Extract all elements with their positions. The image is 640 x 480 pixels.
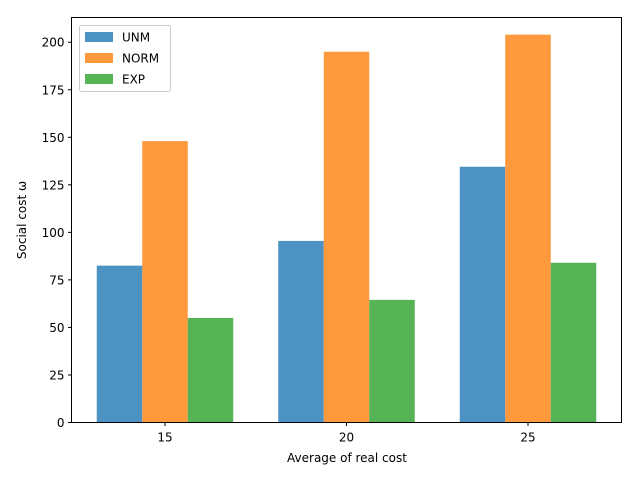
y-axis: 0 25 50 75 100 125 150 175 200 — [42, 36, 72, 430]
x-tick-label: 15 — [157, 431, 172, 445]
y-tick-label: 50 — [49, 321, 64, 335]
bar-exp-25 — [550, 262, 597, 423]
bar-norm-20 — [323, 51, 370, 423]
bar-norm-15 — [142, 141, 188, 423]
bar-unm-25 — [459, 166, 506, 423]
bar-exp-15 — [187, 317, 234, 423]
x-tick-label: 25 — [520, 431, 535, 445]
bar-norm-25 — [505, 34, 551, 423]
y-tick-label: 0 — [57, 416, 65, 430]
bar-unm-15 — [96, 265, 143, 423]
y-tick-label: 125 — [42, 178, 65, 192]
y-tick-label: 175 — [42, 83, 65, 97]
legend-label-exp: EXP — [122, 73, 145, 87]
legend-swatch-exp — [85, 74, 113, 84]
bars-group — [96, 34, 597, 423]
y-tick-label: 200 — [42, 36, 65, 50]
y-tick-label: 100 — [42, 226, 65, 240]
y-tick-label: 75 — [49, 273, 64, 287]
y-tick-label: 25 — [49, 368, 64, 382]
legend-label-unm: UNM — [122, 31, 150, 45]
x-tick-label: 20 — [339, 431, 354, 445]
legend-swatch-unm — [85, 32, 113, 42]
y-tick-label: 150 — [42, 131, 65, 145]
bar-exp-20 — [369, 299, 415, 423]
x-axis: 15 20 25 — [157, 422, 536, 445]
legend-label-norm: NORM — [122, 52, 159, 66]
bar-unm-20 — [278, 240, 324, 423]
x-axis-label: Average of real cost — [287, 451, 407, 465]
y-axis-label: Social cost ω — [15, 181, 29, 259]
legend: UNM NORM EXP — [79, 25, 171, 92]
legend-swatch-norm — [85, 53, 113, 63]
